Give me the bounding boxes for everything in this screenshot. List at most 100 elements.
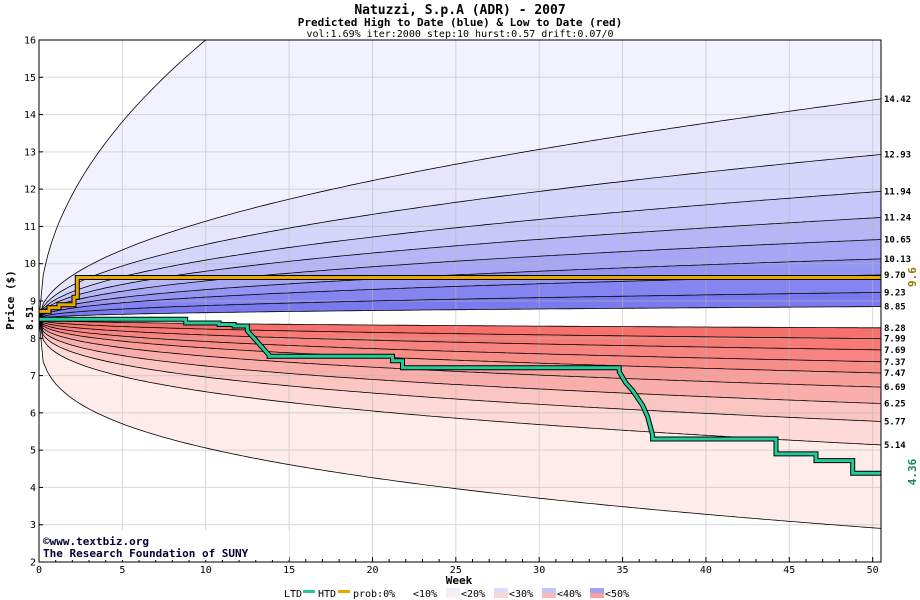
legend-htd-swatch (338, 590, 350, 593)
y-tick-label: 12 (24, 185, 36, 196)
credit-line-1: ©www.textbiz.org (43, 535, 149, 548)
legend-bin-swatch-blue (542, 588, 556, 593)
y-tick-label: 5 (30, 446, 36, 457)
lower-level-line (39, 318, 881, 351)
legend-bin-swatch-blue (398, 588, 412, 593)
lower-band (39, 319, 881, 362)
y-tick-label: 13 (24, 147, 36, 158)
y-tick-label: 9 (30, 297, 36, 308)
axes: 0 5 10 15 20 25 30 35 40 45 5023456789101112131415… (24, 36, 912, 577)
y-tick-label: 16 (24, 36, 36, 47)
upper-band (39, 98, 881, 320)
legend-bin-label: <50% (605, 589, 629, 600)
ltd-end-label: 4.36 (906, 458, 919, 485)
upper-level-label: 14.42 (884, 95, 911, 105)
series (39, 275, 881, 476)
start-price-label: 8.51 (25, 306, 36, 330)
x-tick-label: 10 (200, 565, 212, 576)
lower-level-line (39, 318, 881, 340)
upper-level-label: 12.93 (884, 150, 911, 160)
legend-ltd-swatch (303, 590, 315, 593)
legend-ltd-label: LTD (284, 589, 302, 600)
x-tick-label: 20 (366, 565, 378, 576)
upper-level-label: 10.65 (884, 235, 911, 245)
lower-band (39, 319, 881, 422)
chart-title: Natuzzi, S.p.A (ADR) - 2007 (354, 3, 565, 18)
y-tick-label: 7 (30, 371, 36, 382)
upper-level-label: 9.23 (884, 288, 906, 298)
upper-band (39, 154, 881, 320)
lower-band (39, 319, 881, 350)
y-tick-label: 3 (30, 520, 36, 531)
y-tick-label: 2 (30, 558, 36, 569)
y-tick-label: 4 (30, 483, 36, 494)
upper-level-line (39, 98, 881, 320)
y-tick-label: 11 (24, 222, 36, 233)
upper-level-line (39, 239, 881, 320)
lower-level-line (39, 319, 881, 363)
legend-bin-label: <30% (509, 589, 533, 600)
upper-level-line (39, 292, 881, 320)
upper-band (39, 191, 881, 320)
chart-params: vol:1.69% iter:2000 step:10 hurst:0.57 d… (306, 29, 613, 40)
upper-level-line (39, 217, 881, 320)
lower-level-label: 7.99 (884, 335, 906, 345)
upper-band (39, 239, 881, 320)
x-tick-label: 50 (867, 565, 879, 576)
upper-level-line (39, 154, 881, 320)
center-band (39, 306, 881, 328)
lower-level-label: 5.14 (884, 441, 906, 451)
x-axis-label: Week (446, 574, 473, 587)
x-tick-label: 25 (450, 565, 462, 576)
legend-bin-swatch-blue (494, 588, 508, 593)
y-axis-label: Price ($) (4, 270, 17, 330)
lower-band (39, 319, 881, 388)
legend-bin-swatch-blue (446, 588, 460, 593)
upper-level-line (39, 40, 207, 320)
x-tick-label: 30 (533, 565, 545, 576)
upper-level-line (39, 191, 881, 320)
x-tick-label: 5 (119, 565, 125, 576)
upper-band (39, 217, 881, 320)
legend-bin-label: <10% (413, 589, 437, 600)
upper-level-label: 9.70 (884, 271, 906, 281)
credit-line-2: The Research Foundation of SUNY (43, 547, 249, 560)
upper-band (39, 292, 881, 320)
legend-bin-swatch-red (398, 593, 412, 598)
legend-bin-label: <20% (461, 589, 485, 600)
htd-series-line (39, 276, 881, 313)
x-tick-label: 40 (700, 565, 712, 576)
upper-band (39, 258, 881, 320)
x-tick-label: 15 (283, 565, 295, 576)
upper-level-label: 11.94 (884, 187, 912, 197)
y-tick-label: 6 (30, 408, 36, 419)
lower-band (39, 319, 881, 404)
lower-level-line (39, 319, 881, 388)
lower-band (39, 319, 881, 529)
upper-level-label: 11.24 (884, 213, 912, 223)
legend-bin-swatch-blue (590, 588, 604, 593)
lower-level-label: 7.69 (884, 346, 906, 356)
legend: LTD HTD prob:0% <10% <20% <30% <40% <50% (284, 588, 629, 600)
legend-bin-swatch-red (494, 593, 508, 598)
legend-bin-label: <40% (557, 589, 581, 600)
chart-subtitle: Predicted High to Date (blue) & Low to D… (298, 16, 623, 29)
lower-band (39, 319, 881, 373)
y-tick-label: 14 (24, 110, 36, 121)
lower-band (39, 319, 881, 445)
legend-prob-label: prob:0% (353, 589, 395, 600)
lower-level-label: 6.69 (884, 383, 906, 393)
y-tick-label: 15 (24, 73, 36, 84)
x-tick-label: 45 (783, 565, 795, 576)
y-tick-label: 8 (30, 334, 36, 345)
credit-background (41, 530, 289, 560)
upper-level-label: 10.13 (884, 255, 911, 265)
lower-level-line (39, 319, 881, 529)
ltd-series-line (39, 317, 881, 475)
legend-bin-swatch-red (542, 593, 556, 598)
x-tick-label: 35 (617, 565, 629, 576)
lower-level-label: 7.37 (884, 358, 906, 368)
lower-level-label: 6.25 (884, 400, 906, 410)
upper-band (39, 274, 881, 320)
